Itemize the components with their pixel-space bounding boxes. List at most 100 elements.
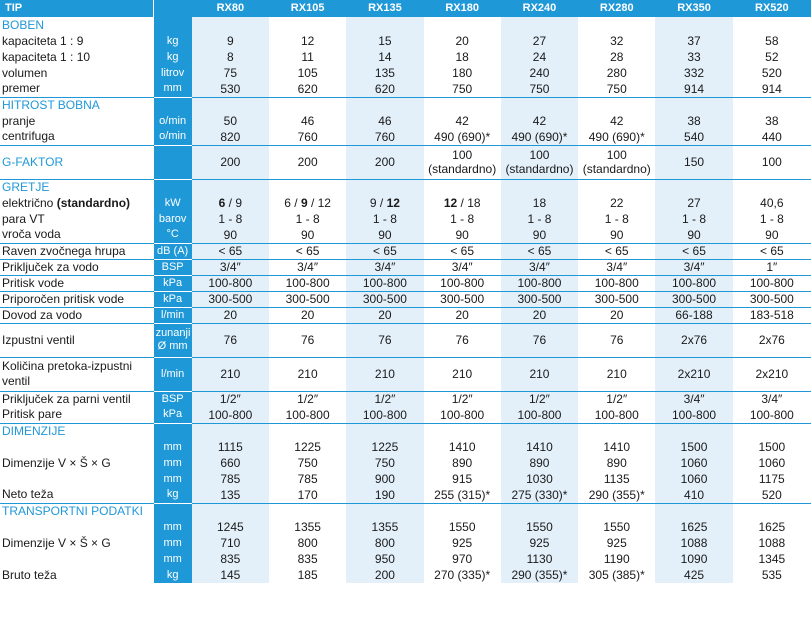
cell-rx135 xyxy=(346,96,424,113)
cell-rx180: 20 xyxy=(455,34,469,48)
cell-rx240: 3/4″ xyxy=(500,258,579,275)
cell-rx350: 1060 xyxy=(655,471,733,487)
cell-rx520: 520 xyxy=(761,66,782,80)
cell-rx350: 332 xyxy=(655,65,733,81)
cell-rx240: 24 xyxy=(500,49,579,65)
cell-rx350 xyxy=(655,17,733,33)
cell-rx520 xyxy=(732,422,811,439)
cell-rx135: 210 xyxy=(346,356,424,391)
row-unit: mm xyxy=(153,519,192,535)
cell-rx240: 890 xyxy=(500,455,579,471)
cell-rx280: 3/4″ xyxy=(578,258,656,275)
cell-rx520: 58 xyxy=(765,34,779,48)
section-title: TRANSPORTNI PODATKI xyxy=(0,502,154,519)
cell-rx135 xyxy=(346,178,424,195)
cell-rx350 xyxy=(655,96,733,113)
cell-rx135 xyxy=(346,17,424,33)
cell-rx135: 3/4″ xyxy=(346,258,424,275)
cell-rx350 xyxy=(655,502,733,519)
header-model: RX520 xyxy=(732,0,811,17)
cell-rx280: 490 (690)* xyxy=(588,129,645,144)
cell-rx520: 2x76 xyxy=(732,322,811,357)
cell-rx240 xyxy=(500,96,579,113)
cell-rx80: 6 / 9 xyxy=(191,195,269,211)
cell-rx520: 1175 xyxy=(758,472,785,486)
cell-rx135 xyxy=(346,422,424,439)
cell-rx520: 1″ xyxy=(732,258,811,275)
cell-rx520: 52 xyxy=(765,50,779,64)
row-label: Izpustni ventil xyxy=(0,322,154,357)
cell-rx105: 76 xyxy=(268,322,347,357)
section-row: BOBEN xyxy=(0,17,811,33)
cell-rx80: 50 xyxy=(191,113,269,129)
cell-rx80: 9 xyxy=(191,33,269,49)
table-row: Izpustni ventil zunanji Ø mm 76 76 76 76 76 76 2… xyxy=(0,322,811,357)
header-model: RX135 xyxy=(346,0,424,17)
row-unit: litrov xyxy=(153,65,192,81)
table-row: Priključek za vodo BSP 3/4″ 3/4″ 3/4″ 3/4″ 3/4… xyxy=(0,258,811,275)
row-label: kapaciteta 1 : 10 xyxy=(2,49,91,64)
cell-rx80: 820 xyxy=(191,129,269,145)
cell-rx135: 1 - 8 xyxy=(346,211,424,227)
row-unit: °C xyxy=(153,227,192,243)
cell-rx240: 100-800 xyxy=(500,274,579,291)
row-unit: mm xyxy=(153,535,192,551)
cell-rx240: 490 (690)* xyxy=(500,129,579,145)
cell-rx135: 135 xyxy=(346,65,424,81)
cell-rx180: 300-500 xyxy=(423,290,501,307)
cell-rx240: < 65 xyxy=(500,242,579,259)
cell-rx520: 535 xyxy=(761,568,782,582)
table-row: volumen litrov 75 105 135 180 240 280 332 520 xyxy=(0,65,811,81)
row-label: pranje xyxy=(2,113,36,128)
cell-rx80 xyxy=(191,96,269,113)
header-model: RX350 xyxy=(655,0,733,17)
row-unit xyxy=(153,17,192,33)
header-model: RX240 xyxy=(500,0,579,17)
section-title: DIMENZIJE xyxy=(0,422,154,439)
cell-rx80: 785 xyxy=(191,471,269,487)
cell-rx520: 38 xyxy=(765,114,779,128)
cell-rx240: 27 xyxy=(500,33,579,49)
cell-rx240 xyxy=(500,17,579,33)
cell-rx350 xyxy=(655,178,733,195)
cell-rx180 xyxy=(423,96,501,113)
cell-rx80: 1 - 8 xyxy=(191,211,269,227)
cell-rx135 xyxy=(346,502,424,519)
cell-rx240: 210 xyxy=(500,356,579,391)
cell-rx180: 915 xyxy=(452,472,473,486)
cell-rx135: 20 xyxy=(346,306,424,323)
cell-rx520: 40,6 xyxy=(760,196,784,210)
cell-rx240: 1030 xyxy=(500,471,579,487)
table-row: Količina pretoka-izpustni ventil l/min 210… xyxy=(0,356,811,391)
cell-rx350: 33 xyxy=(655,49,733,65)
cell-rx280: 1/2″ xyxy=(578,390,656,407)
cell-rx280: 28 xyxy=(610,50,624,64)
row-label: Pritisk pare xyxy=(2,407,63,422)
cell-rx240 xyxy=(500,422,579,439)
cell-rx350: 425 xyxy=(655,567,733,583)
table-row: mm 785 785 900 915 1030 1135 1060 1175 xyxy=(0,471,811,487)
cell-rx135: 200 xyxy=(346,567,424,583)
cell-rx180: 255 (315)* xyxy=(434,487,491,502)
table-row: Dimenzije V × Š × G mm 710 800 800 925 925 925 1… xyxy=(0,535,811,551)
table-row: vroča voda °C 90 90 90 90 90 90 90 90 xyxy=(0,227,811,243)
cell-rx350: 1088 xyxy=(655,535,733,551)
cell-rx135: 950 xyxy=(346,551,424,567)
table-row: Priporočen pritisk vode kPa 300-500 300-500… xyxy=(0,290,811,307)
section-row: G-FAKTOR 200 200 200 100 (standardno) 100 (st… xyxy=(0,144,811,179)
cell-rx105: 170 xyxy=(297,487,318,502)
table-row: Neto teža kg 135 170 190 255 (315)* 275 (330)*… xyxy=(0,487,811,503)
cell-rx520: 100 xyxy=(732,144,811,179)
header-model: RX180 xyxy=(423,0,501,17)
cell-rx135: 620 xyxy=(346,81,424,97)
table-row: Pritisk pare kPa 100-800 100-800 100-800 100-… xyxy=(0,407,811,423)
cell-rx240: 20 xyxy=(500,306,579,323)
spec-table: TIP RX80 RX105 RX135 RX180 RX240 RX280 R… xyxy=(0,0,811,583)
cell-rx80: 1115 xyxy=(191,439,269,455)
cell-rx80: 3/4″ xyxy=(191,258,269,275)
cell-rx240: 275 (330)* xyxy=(500,487,579,503)
table-row: Bruto teža kg 145 185 200 270 (335)* 290 (355)… xyxy=(0,567,811,583)
cell-rx180: 490 (690)* xyxy=(434,129,491,144)
cell-rx240: 240 xyxy=(500,65,579,81)
